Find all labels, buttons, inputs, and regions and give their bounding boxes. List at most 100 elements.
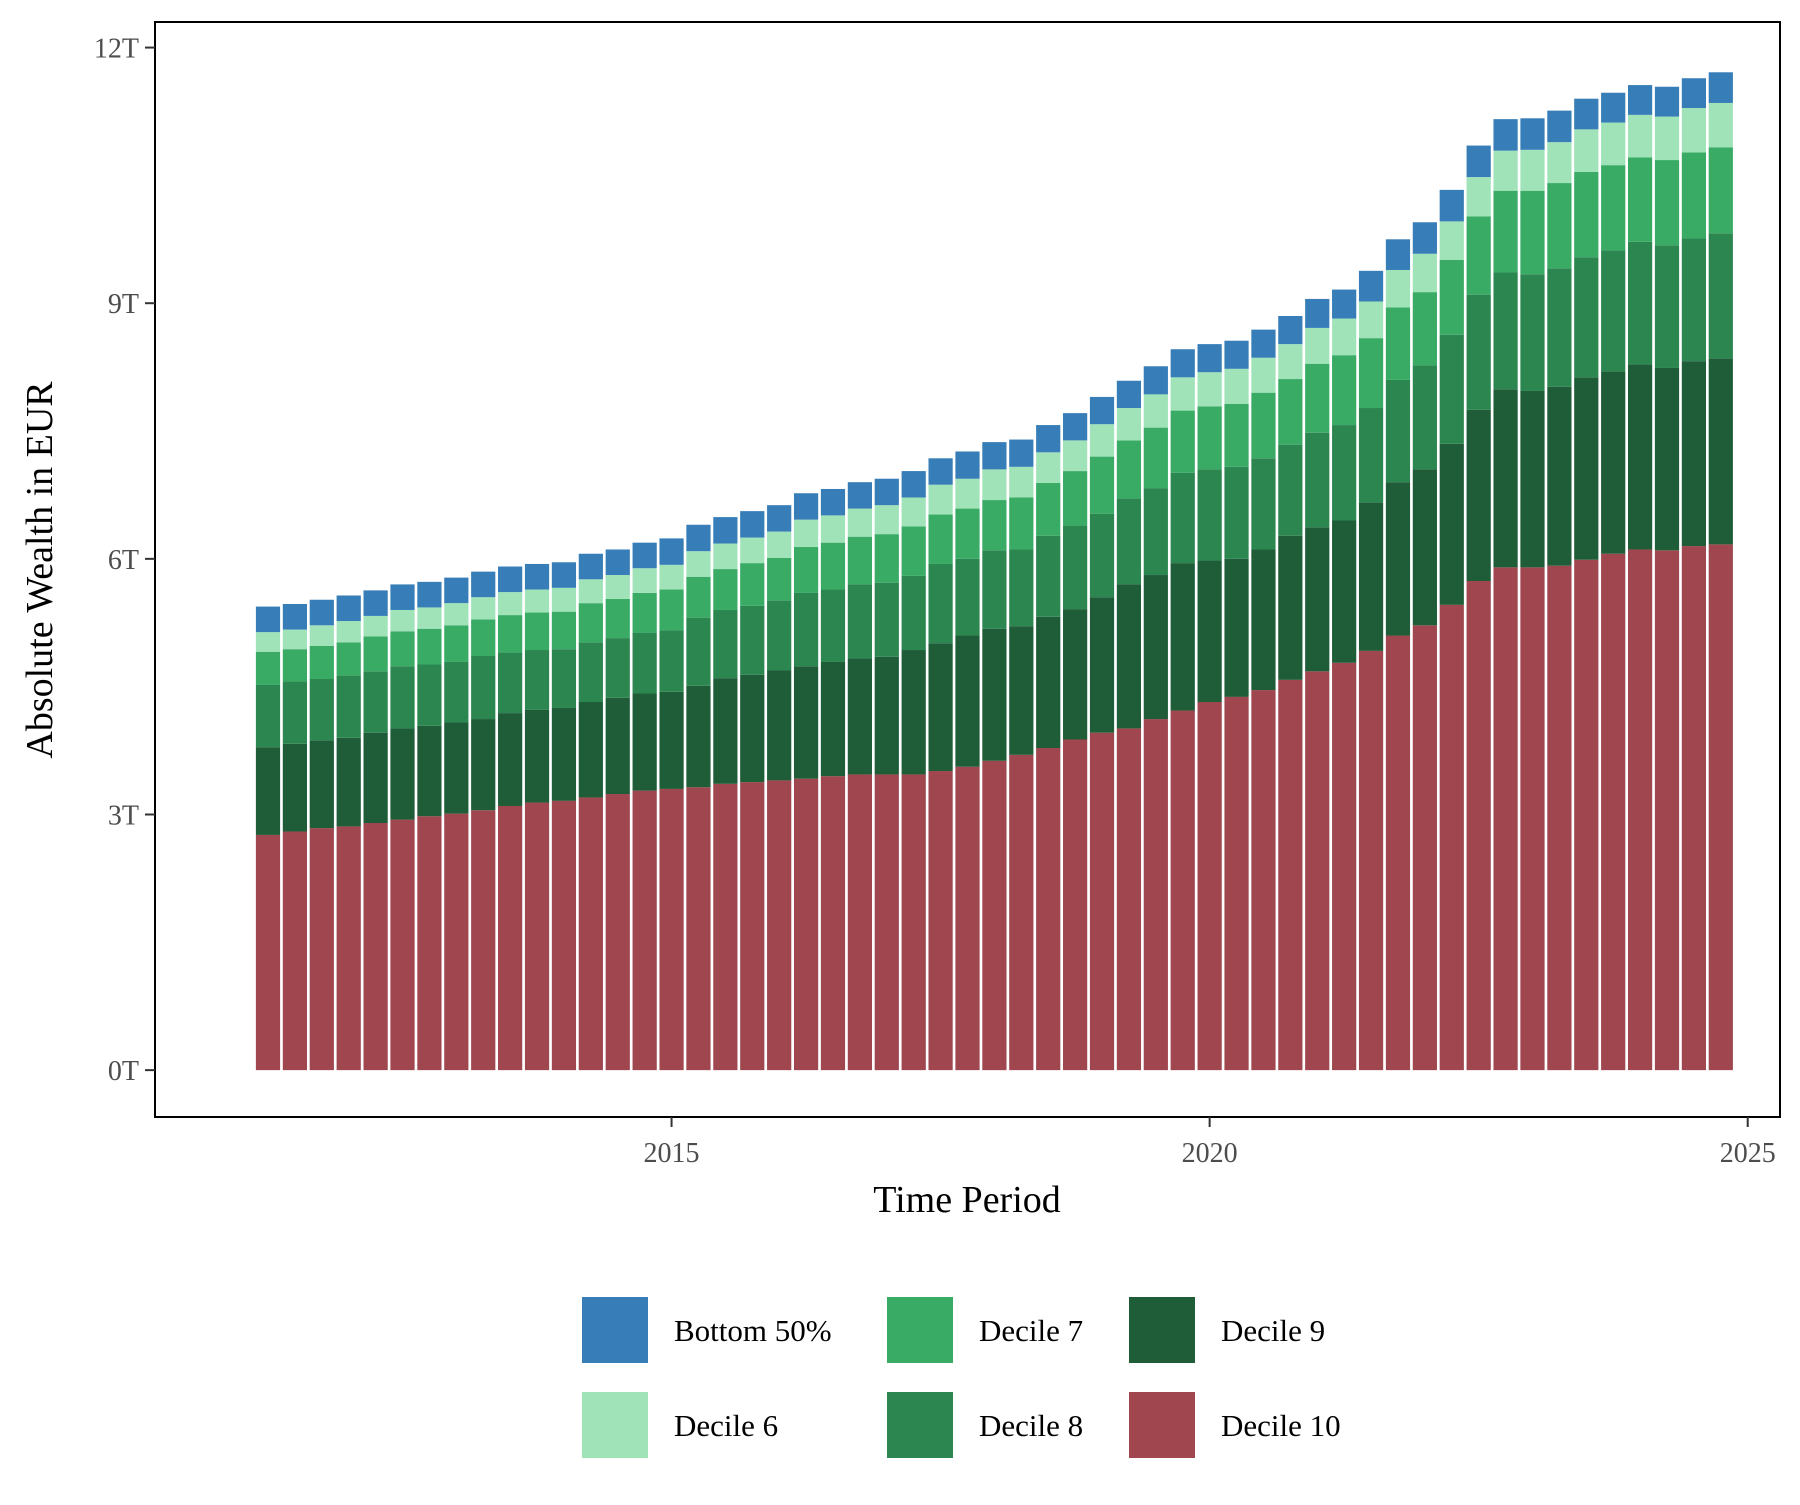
bar-segment: [1170, 349, 1195, 378]
bar-segment: [605, 794, 630, 1071]
bar-segment: [309, 625, 334, 646]
bar-segment: [444, 625, 469, 662]
bar-segment: [767, 780, 792, 1071]
bar-segment: [1224, 696, 1249, 1071]
bar-segment: [1547, 386, 1572, 566]
bar-segment: [1574, 257, 1599, 378]
bar-segment: [1466, 177, 1491, 217]
bar-segment: [551, 649, 577, 708]
bar-segment: [1089, 732, 1115, 1071]
bar-segment: [1036, 483, 1061, 536]
bar-segment: [1627, 549, 1653, 1071]
bar-segment: [1627, 157, 1653, 242]
x-tick-label: 2025: [1720, 1138, 1776, 1169]
bar-segment: [1251, 690, 1276, 1071]
bar-segment: [955, 508, 980, 559]
bar-segment: [1708, 358, 1733, 545]
legend-swatch: [887, 1392, 953, 1458]
bar-segment: [1358, 502, 1384, 651]
bar-segment: [1063, 471, 1088, 526]
bar-segment: [1547, 565, 1572, 1071]
bar-segment: [1116, 728, 1142, 1071]
bar-segment: [363, 590, 388, 616]
bar-segment: [874, 534, 899, 583]
bar-segment: [1466, 294, 1491, 410]
bar-segment: [1358, 270, 1384, 302]
bar-segment: [901, 774, 926, 1071]
bar-segment: [1036, 616, 1061, 749]
bar-segment: [686, 787, 711, 1071]
bar-segment: [1547, 268, 1572, 387]
legend-swatch: [1129, 1297, 1195, 1363]
bar-segment: [1278, 535, 1303, 680]
bar-segment: [444, 603, 469, 626]
bar-segment: [417, 628, 442, 665]
bar-segment: [1116, 584, 1142, 729]
bar-segment: [471, 571, 496, 598]
bar-segment: [363, 732, 388, 824]
bar-segment: [1009, 466, 1034, 498]
bar-segment: [659, 788, 684, 1071]
bar-segment: [551, 611, 577, 650]
bar-segment: [1009, 754, 1034, 1071]
bar-segment: [309, 740, 334, 829]
bar-segment: [982, 500, 1007, 551]
bar-segment: [605, 549, 630, 576]
bar-segment: [632, 790, 657, 1071]
bar-segment: [713, 783, 738, 1071]
bar-segment: [982, 760, 1007, 1071]
bar-segment: [578, 579, 603, 604]
bar-segment: [1305, 327, 1330, 364]
bar-segment: [1305, 671, 1330, 1071]
bar-segment: [1439, 259, 1464, 335]
bar-segment: [551, 587, 577, 612]
bar-segment: [524, 802, 550, 1071]
legend-label: Decile 7: [979, 1313, 1083, 1348]
bar-segment: [1143, 366, 1168, 395]
bar-segment: [1493, 567, 1518, 1071]
y-axis: 0T 3T 6T 9T 12T: [94, 34, 155, 1087]
bar-segment: [820, 589, 846, 662]
bar-segment: [471, 619, 496, 656]
bar-segment: [255, 834, 281, 1071]
y-tick-label: 9T: [108, 289, 139, 320]
bar-segment: [793, 778, 819, 1071]
bar-segment: [901, 526, 926, 576]
bar-segment: [740, 674, 765, 783]
y-tick-label: 3T: [108, 800, 139, 831]
bar-segment: [847, 658, 872, 775]
bar-segment: [1197, 344, 1222, 373]
bar-segment: [1332, 289, 1357, 319]
bar-segment: [524, 650, 550, 710]
bar-segment: [498, 713, 523, 806]
bar-segment: [847, 508, 872, 537]
bar-segment: [1601, 92, 1626, 123]
bar-segment: [1681, 152, 1707, 239]
bar-segment: [282, 681, 307, 744]
bar-segment: [1412, 253, 1437, 293]
bar-segment: [1251, 458, 1276, 550]
bar-segment: [686, 617, 711, 686]
bar-segment: [1116, 498, 1142, 585]
bar-segment: [1197, 406, 1222, 470]
bar-segment: [1493, 190, 1518, 273]
bar-segment: [524, 612, 550, 651]
bar-segment: [1520, 190, 1545, 275]
bar-segment: [1063, 739, 1088, 1071]
bar-segment: [1708, 102, 1733, 148]
bar-segment: [1385, 307, 1411, 380]
bar-segment: [874, 478, 899, 506]
bar-segment: [1143, 427, 1168, 489]
bar-segment: [1332, 318, 1357, 356]
bar-segment: [605, 638, 630, 698]
bar-segment: [659, 538, 684, 565]
bar-segment: [713, 543, 738, 570]
bar-segment: [282, 649, 307, 682]
bar-segment: [498, 566, 523, 593]
bar-segment: [1197, 469, 1222, 561]
bar-segment: [767, 531, 792, 558]
bar-segment: [498, 805, 523, 1071]
bar-segment: [1681, 546, 1707, 1071]
legend-label: Decile 10: [1221, 1408, 1341, 1443]
bar-segment: [578, 603, 603, 643]
